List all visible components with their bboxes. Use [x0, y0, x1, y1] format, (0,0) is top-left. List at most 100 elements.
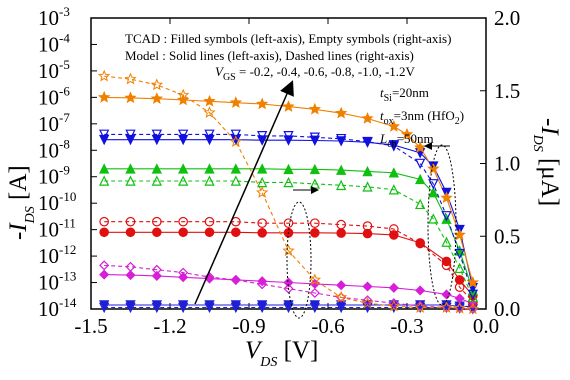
tcad-marker-left-axis [400, 127, 414, 140]
y-left-tick-exponent: -11 [59, 216, 76, 231]
tcad-marker-right-axis [98, 302, 110, 314]
tcad-marker-left-axis [257, 228, 267, 238]
tcad-marker-left-axis [466, 275, 480, 288]
tcad-marker-right-axis [125, 129, 136, 140]
tox-subscript: ox [384, 116, 394, 127]
tcad-marker-right-axis [204, 302, 215, 314]
tcad-marker-right-axis [125, 261, 136, 272]
tcad-marker-right-axis [336, 219, 346, 230]
tcad-marker-left-axis [361, 112, 374, 124]
tcad-marker-right-axis [335, 133, 347, 145]
y-left-tick-base: 10 [38, 271, 59, 295]
y-left-tick-label: 10 [38, 218, 59, 242]
tcad-marker-right-axis [151, 264, 162, 275]
tcad-marker-right-axis [151, 175, 163, 186]
lch-subscript: ch [387, 139, 396, 150]
lch-value: =50nm [397, 131, 434, 146]
tcad-marker-left-axis [427, 162, 440, 175]
tcad-marker-right-axis [334, 290, 348, 303]
tcad-marker-left-axis [230, 163, 242, 174]
y-left-tick-base: 10 [38, 85, 59, 109]
lch-annotation: Lch=50nm [379, 131, 434, 150]
tcad-marker-right-axis [255, 186, 269, 198]
vgs-subscript: GS [223, 72, 236, 83]
tcad-marker-right-axis [98, 175, 110, 186]
y-left-title-symbol: -I [5, 222, 32, 240]
tcad-marker-left-axis [203, 94, 216, 107]
y-left-tick-base: 10 [38, 165, 59, 189]
y-right-title-subscript: DS [530, 134, 545, 152]
y-left-tick-base: 10 [38, 32, 59, 56]
tcad-marker-right-axis [177, 302, 189, 314]
tcad-marker-left-axis [152, 227, 162, 238]
y-right-axis-title: -IDS [μA] [530, 118, 563, 206]
model-line-right-axis [104, 75, 473, 310]
markers-layer [97, 69, 480, 315]
y-left-tick-label: 10 [38, 271, 59, 295]
tcad-marker-right-axis [125, 175, 136, 186]
tcad-marker-right-axis [441, 260, 452, 271]
tcad-marker-left-axis [440, 191, 453, 204]
tcad-marker-left-axis [414, 173, 426, 185]
x-tick-label: -0.3 [390, 314, 423, 338]
tcad-marker-left-axis [428, 187, 439, 198]
tcad-marker-left-axis [282, 100, 295, 112]
y-right-tick-label: 1.0 [494, 152, 520, 176]
right-axis-group-ellipse [286, 201, 312, 319]
tcad-marker-left-axis [124, 91, 137, 104]
tcad-marker-right-axis [467, 289, 479, 300]
tcad-marker-right-axis [309, 132, 321, 143]
tcad-marker-left-axis [336, 280, 347, 291]
lch-symbol: L [379, 131, 387, 146]
tcad-marker-right-axis [283, 176, 294, 188]
model-line-right-axis [104, 221, 474, 303]
tcad-marker-right-axis [387, 299, 401, 312]
y-left-tick-label: 10 [38, 6, 59, 30]
x-tick-label: -0.9 [232, 314, 265, 338]
y-left-tick-label: 10 [38, 85, 59, 109]
tcad-marker-right-axis [283, 283, 294, 294]
tcad-marker-left-axis [308, 102, 322, 115]
tcad-marker-left-axis [177, 163, 189, 174]
tcad-marker-left-axis [99, 269, 110, 280]
tcad-marker-left-axis [229, 96, 243, 108]
tcad-marker-left-axis [415, 285, 426, 296]
left-axis-group-ellipse [427, 144, 457, 306]
x-axis-title-subscript: DS [259, 355, 277, 370]
model-line-right-axis [104, 133, 474, 295]
tcad-marker-right-axis [125, 302, 136, 314]
tcad-marker-right-axis [388, 298, 399, 309]
y-left-tick-label: 10 [38, 32, 59, 56]
tsi-annotation: tSi=20nm [380, 85, 429, 104]
tcad-marker-right-axis [99, 216, 109, 227]
y-left-tick-label: 10 [38, 112, 59, 136]
y-right-title-unit: [μA] [536, 152, 563, 206]
tcad-marker-right-axis [308, 273, 322, 286]
tcad-marker-right-axis [415, 238, 425, 249]
tcad-marker-right-axis [204, 175, 215, 186]
y-left-tick-base: 10 [38, 6, 59, 30]
y-left-tick-label: 10 [38, 59, 59, 83]
y-left-tick-exponent: -7 [59, 110, 70, 125]
tcad-marker-right-axis [229, 135, 243, 147]
tcad-marker-right-axis [151, 302, 163, 314]
tcad-marker-right-axis [467, 291, 479, 303]
x-axis-title-symbol: V [245, 337, 263, 364]
x-tick-label: -1.2 [153, 314, 186, 338]
y-right-title-symbol: -I [536, 118, 563, 136]
tsi-subscript: Si [384, 93, 393, 104]
tcad-marker-right-axis [362, 302, 373, 314]
tcad-marker-right-axis [97, 69, 111, 82]
y-right-tick-label: 2.0 [494, 6, 520, 30]
y-left-tick-label: 10 [38, 165, 59, 189]
vgs-direction-arrow [194, 80, 294, 305]
y-left-tick-base: 10 [38, 191, 59, 215]
tsi-value: =20nm [392, 85, 429, 100]
y-left-tick-exponent: -8 [59, 136, 70, 151]
y-left-tick-exponent: -3 [59, 4, 70, 19]
tcad-marker-left-axis [231, 227, 241, 238]
tcad-marker-left-axis [256, 163, 268, 174]
tcad-marker-right-axis [362, 295, 373, 306]
tcad-marker-right-axis [440, 300, 453, 313]
vgs-annotation: VGS = -0.2, -0.4, -0.6, -0.8, -1.0, -1.2… [215, 64, 416, 83]
